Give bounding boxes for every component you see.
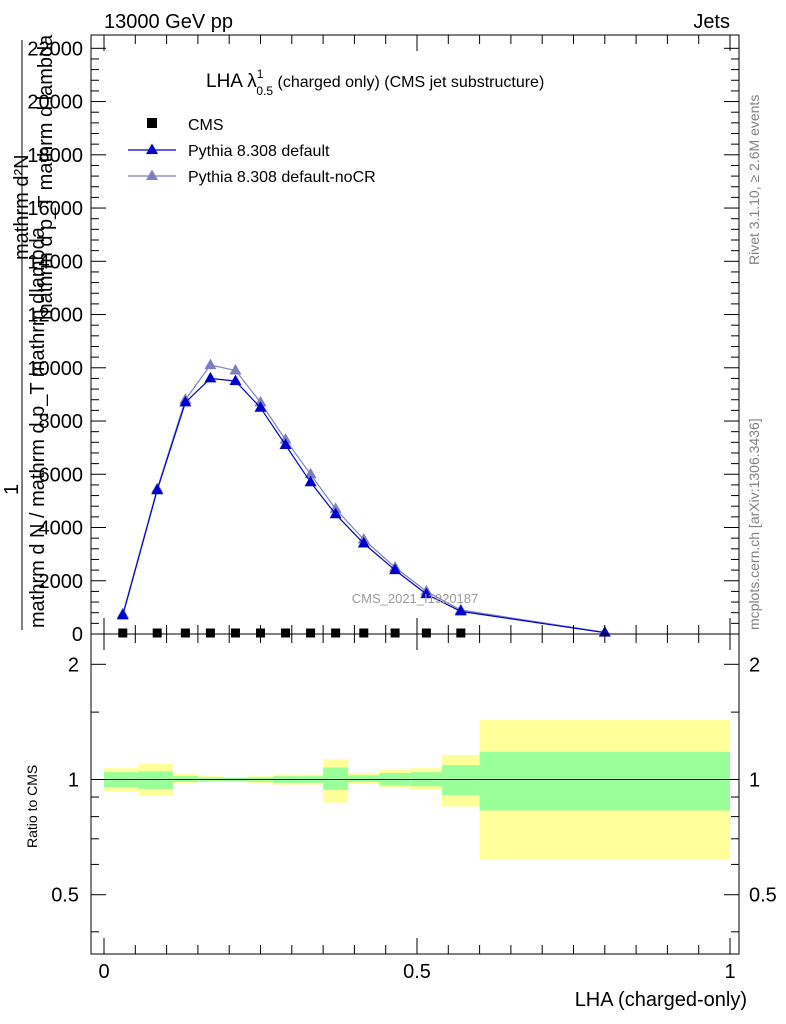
mcplots-reference-label: mcplots.cern.ch [arXiv:1306.3436] — [746, 418, 762, 630]
ratio-bands-layer — [104, 720, 730, 859]
nocr-series-point — [304, 467, 317, 479]
default-series-point — [116, 608, 129, 620]
cms-data-point — [230, 628, 240, 638]
main-ytick-label: 4000 — [39, 518, 84, 540]
cms-data-point — [359, 628, 369, 638]
cms-data-point — [281, 628, 291, 638]
ratio-ytick-label: 0.5 — [51, 885, 79, 907]
main-ytick-label: 18000 — [27, 145, 83, 167]
main-ytick-label: 16000 — [27, 198, 83, 220]
rivet-version-label: Rivet 3.1.10, ≥ 2.6M events — [746, 95, 762, 265]
nocr-series-line — [122, 364, 605, 633]
ratio-y-axis: 0.5 0.5 1 1 2 2 — [51, 654, 777, 933]
ratio-stat-band — [442, 765, 480, 796]
cms-data-point — [205, 628, 215, 638]
legend-default-marker — [146, 143, 158, 154]
plot-title-rest: (charged only) (CMS jet substructure) — [273, 74, 544, 91]
ratio-ytick-label: 1 — [68, 770, 79, 792]
ratio-stat-band — [138, 771, 173, 789]
ratio-panel: 0.5 0.51 12 2 0 0.5 1 Ratio to CMS LHA (charg… — [24, 35, 777, 1011]
cms-data-point — [180, 628, 190, 638]
default-series-point — [151, 483, 164, 495]
main-ytick-label: 14000 — [27, 251, 83, 273]
legend-default-label: Pythia 8.308 default — [188, 143, 330, 160]
header-energy-label: 13000 GeV pp — [104, 11, 233, 33]
main-ytick-label: 2000 — [39, 571, 84, 593]
xtick-label: 0.5 — [403, 961, 431, 983]
default-series-point — [179, 395, 192, 407]
ratio-stat-band — [479, 752, 730, 811]
nocr-series-point — [229, 363, 242, 375]
ratio-ytick-label-right: 1 — [749, 770, 760, 792]
default-series-point — [420, 587, 433, 599]
cms-data-point — [456, 628, 466, 638]
plot-title-subscript: 0.5 — [256, 84, 273, 98]
default-series-point — [229, 374, 242, 386]
default-series-point — [454, 604, 467, 616]
default-series-point — [254, 401, 267, 412]
main-y-axis-label: mathrm d²N mathrm d p_T mathrm d lambda … — [1, 34, 57, 630]
cms-data-point — [152, 628, 162, 638]
nocr-series-point — [204, 358, 217, 370]
xtick-label: 1 — [724, 961, 735, 983]
ratio-y-axis-label: Ratio to CMS — [24, 765, 40, 848]
ylabel-second-part: mathrm d N / mathrm d p_T mathrm dlambda — [27, 226, 49, 628]
ratio-stat-band — [348, 775, 380, 783]
default-series-point — [204, 371, 217, 383]
legend: CMS Pythia 8.308 default Pythia 8.308 de… — [128, 117, 376, 186]
default-series-point — [389, 563, 402, 575]
legend-cms-label: CMS — [188, 117, 224, 134]
main-panel: 0 2000 4000 6000 8000 10000 12000 14000 16000 180… — [1, 34, 740, 646]
ratio-plot-frame — [90, 633, 740, 955]
default-series-point — [329, 507, 342, 519]
cms-data-point — [331, 628, 341, 638]
main-y-axis: 0 2000 4000 6000 8000 10000 12000 14000 16000 180… — [27, 38, 739, 646]
main-ytick-label: 22000 — [27, 38, 83, 60]
legend-nocr-marker — [146, 169, 158, 180]
cms-data-point — [390, 628, 400, 638]
ratio-ytick-label: 2 — [68, 654, 79, 676]
x-axis-label: LHA (charged-only) — [575, 989, 747, 1011]
ratio-ytick-label-right: 2 — [749, 654, 760, 676]
xtick-label: 0 — [98, 961, 109, 983]
ratio-ytick-label-right: 0.5 — [749, 885, 777, 907]
main-series-layer — [116, 358, 611, 638]
cms-data-point — [118, 628, 128, 638]
main-ytick-label: 12000 — [27, 305, 83, 327]
ylabel-fraction-bottom: mathrm d p_T mathrm d lambda — [35, 34, 57, 320]
ylabel-one: 1 — [1, 484, 23, 495]
plot-title: LHA λ1 0.5 (charged only) (CMS jet substr… — [206, 67, 544, 98]
default-series-line — [122, 377, 605, 634]
main-ytick-label: 8000 — [39, 411, 84, 433]
main-ytick-label: 20000 — [27, 92, 83, 114]
default-series-point — [304, 475, 317, 487]
watermark-label: CMS_2021_I1920187 — [352, 591, 479, 606]
legend-nocr-label: Pythia 8.308 default-noCR — [188, 169, 376, 186]
main-ytick-label: 0 — [72, 624, 83, 646]
default-series-point — [357, 536, 370, 548]
plot-title-superscript: 1 — [257, 67, 264, 81]
legend-cms-marker — [147, 118, 157, 128]
main-ytick-label: 10000 — [27, 358, 83, 380]
cms-data-point — [421, 628, 431, 638]
ratio-stat-band — [323, 767, 349, 790]
cms-data-point — [306, 628, 316, 638]
main-ytick-label: 6000 — [39, 464, 84, 486]
header-process-label: Jets — [693, 11, 730, 33]
x-axis: 0 0.5 1 — [98, 35, 736, 983]
default-series-point — [279, 438, 292, 449]
plot-title-main: LHA λ — [206, 71, 257, 92]
